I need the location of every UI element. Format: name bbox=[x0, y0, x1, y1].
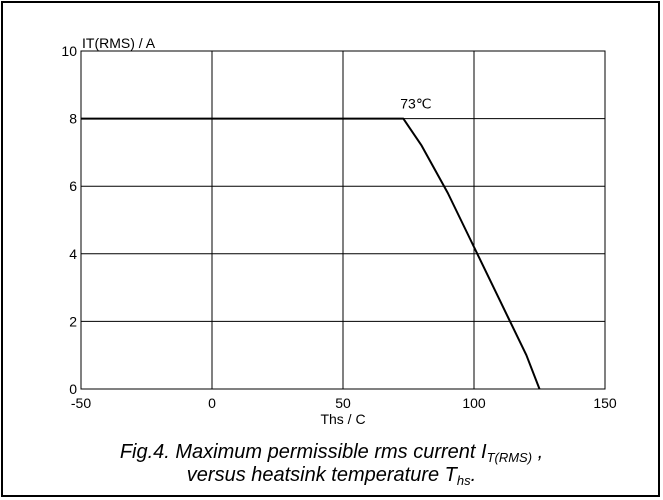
caption-line-2: versus heatsink temperature Ths. bbox=[0, 464, 663, 487]
x-axis-label: Ths / C bbox=[320, 411, 365, 427]
x-tick-label: 100 bbox=[462, 395, 486, 411]
caption-line-1-suffix: , bbox=[532, 441, 544, 463]
x-tick-label: 0 bbox=[208, 395, 216, 411]
caption-line-2-subscript: hs bbox=[456, 473, 471, 488]
y-tick-label: 10 bbox=[61, 43, 77, 59]
caption-line-2-suffix: . bbox=[470, 464, 477, 486]
x-tick-label: -50 bbox=[71, 395, 91, 411]
y-tick-label: 4 bbox=[69, 246, 77, 262]
caption-line-1: Fig.4. Maximum permissible rms current I… bbox=[0, 441, 663, 464]
y-tick-label: 8 bbox=[69, 111, 77, 127]
series-lines bbox=[81, 117, 541, 390]
caption-line-1-text: Fig.4. Maximum permissible rms current I bbox=[119, 441, 487, 463]
y-tick-label: 0 bbox=[69, 381, 77, 397]
caption-line-2-text: versus heatsink temperature T bbox=[186, 464, 457, 486]
figure-caption: Fig.4. Maximum permissible rms current I… bbox=[0, 441, 663, 487]
y-axis-label: IT(RMS) / A bbox=[82, 35, 156, 51]
caption-line-1-subscript: T(RMS) bbox=[486, 450, 533, 465]
grid-lines bbox=[80, 50, 606, 390]
y-tick-label: 6 bbox=[69, 178, 77, 194]
x-tick-label: 50 bbox=[335, 395, 351, 411]
annotation-label: 73℃ bbox=[400, 96, 431, 112]
series-line bbox=[81, 117, 541, 390]
y-tick-label: 2 bbox=[69, 313, 77, 329]
annotations: 73℃ bbox=[400, 96, 431, 112]
x-tick-label: 150 bbox=[593, 395, 617, 411]
